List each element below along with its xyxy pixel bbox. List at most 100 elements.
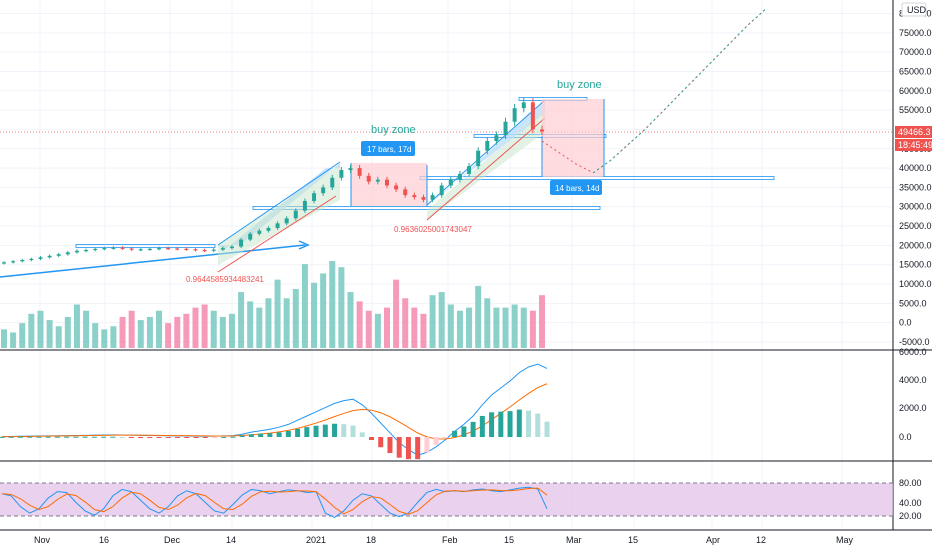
candle-body (266, 227, 271, 231)
price-tick-label: 0.0 (899, 318, 912, 328)
price-tick-label: 55000.0 (899, 105, 932, 115)
macd-histogram-bar (442, 437, 448, 438)
volume-bar (429, 295, 436, 348)
stochastic-pane (0, 482, 893, 517)
macd-histogram-bar (17, 436, 23, 438)
macd-histogram-bar (156, 437, 162, 438)
volume-bar (456, 310, 463, 348)
volume-bar (311, 282, 318, 348)
volume-bar (119, 316, 126, 348)
time-tick-label: 12 (756, 535, 766, 545)
macd-histogram-bar (202, 437, 208, 438)
candle-body (330, 177, 335, 188)
candle-body (29, 258, 34, 261)
price-tick-label: 75000.0 (899, 28, 932, 38)
price-tick-label: 40000.0 (899, 163, 932, 173)
volume-bar (73, 304, 80, 348)
volume-bar (529, 310, 536, 348)
macd-histogram-bar (165, 437, 171, 438)
macd-histogram-bar (8, 436, 14, 438)
candle-body (257, 230, 262, 234)
candle-body (312, 193, 317, 201)
time-tick-label: 16 (99, 535, 109, 545)
macd-histogram-bar (27, 436, 33, 438)
macd-tick-label: 2000.0 (899, 403, 927, 413)
volume-bar (238, 292, 245, 348)
candle-body (111, 247, 116, 249)
candle-body (503, 121, 508, 136)
candle-body (65, 252, 70, 255)
candle-body (38, 257, 43, 259)
price-tick-label: 20000.0 (899, 240, 932, 250)
macd-tick-label: 0.0 (899, 432, 912, 442)
volume-bar (37, 310, 44, 348)
drawing-tools[interactable] (0, 97, 775, 278)
candle-body (74, 250, 79, 253)
time-tick-label: 15 (504, 535, 514, 545)
price-tick-label: 70000.0 (899, 47, 932, 57)
volume-bar (92, 323, 99, 348)
macd-histogram-bar (396, 437, 402, 458)
volume-bar (283, 298, 290, 348)
macd-histogram-bar (211, 437, 217, 438)
candle-body (348, 168, 353, 171)
candle-body (47, 255, 52, 258)
candle-body (530, 102, 535, 130)
volume-bar (374, 313, 381, 348)
candle-body (384, 179, 389, 186)
macd-histogram-bar (184, 437, 190, 438)
candle-body (138, 249, 143, 251)
macd-histogram-bar (535, 413, 541, 437)
macd-histogram-bar (424, 437, 430, 453)
price-tick-label: -5000.0 (899, 337, 930, 347)
stoch-tick-label: 40.00 (899, 498, 922, 508)
macd-histogram-bar (54, 436, 60, 438)
candle-body (184, 248, 189, 251)
macd-histogram-bar (276, 432, 282, 437)
macd-histogram-bar (387, 437, 393, 454)
bars-badge-1 (361, 141, 415, 156)
macd-histogram-bar (119, 436, 125, 438)
volume-bar (192, 307, 199, 348)
candle-body (129, 248, 134, 250)
volume-bar (256, 307, 263, 348)
candle-body (467, 166, 472, 174)
volume-bar (539, 295, 545, 348)
volume-bar (247, 301, 254, 348)
candle-body (157, 248, 162, 250)
projection-up-path (593, 9, 766, 174)
channel-1-top (217, 161, 341, 246)
candle-body (275, 223, 280, 228)
price-tick-label: 35000.0 (899, 182, 932, 192)
consolidation-box-2 (542, 99, 604, 177)
currency-badge[interactable] (901, 2, 927, 17)
candle-body (421, 197, 426, 200)
macd-histogram-bar (248, 434, 254, 437)
candle-body (284, 218, 289, 224)
price-tick-label: 30000.0 (899, 202, 932, 212)
volume-bar (265, 298, 272, 348)
volume-bar (447, 304, 454, 348)
macd-histogram-bar (313, 425, 319, 437)
candle-body (147, 248, 152, 251)
macd-histogram-bar (295, 428, 301, 437)
volume-bar (83, 310, 90, 348)
time-tick-label: Feb (442, 535, 458, 545)
time-tick-label: Dec (164, 535, 181, 545)
volume-bar (511, 304, 518, 348)
buy-zone-label-1: buy zone (371, 124, 416, 136)
candle-body (494, 135, 499, 142)
candle-body (20, 260, 25, 262)
candle-body (302, 200, 307, 211)
macd-histogram-bar (258, 433, 264, 437)
candle-body (339, 170, 344, 178)
volume-bar (165, 323, 172, 348)
candle-body (56, 254, 61, 256)
volume-bar (292, 288, 299, 348)
volume-bar (301, 264, 308, 348)
macd-histogram-bar (498, 411, 504, 437)
macd-histogram-bar (359, 432, 365, 437)
macd-histogram-bar (128, 437, 134, 438)
volume-bar (46, 320, 53, 348)
